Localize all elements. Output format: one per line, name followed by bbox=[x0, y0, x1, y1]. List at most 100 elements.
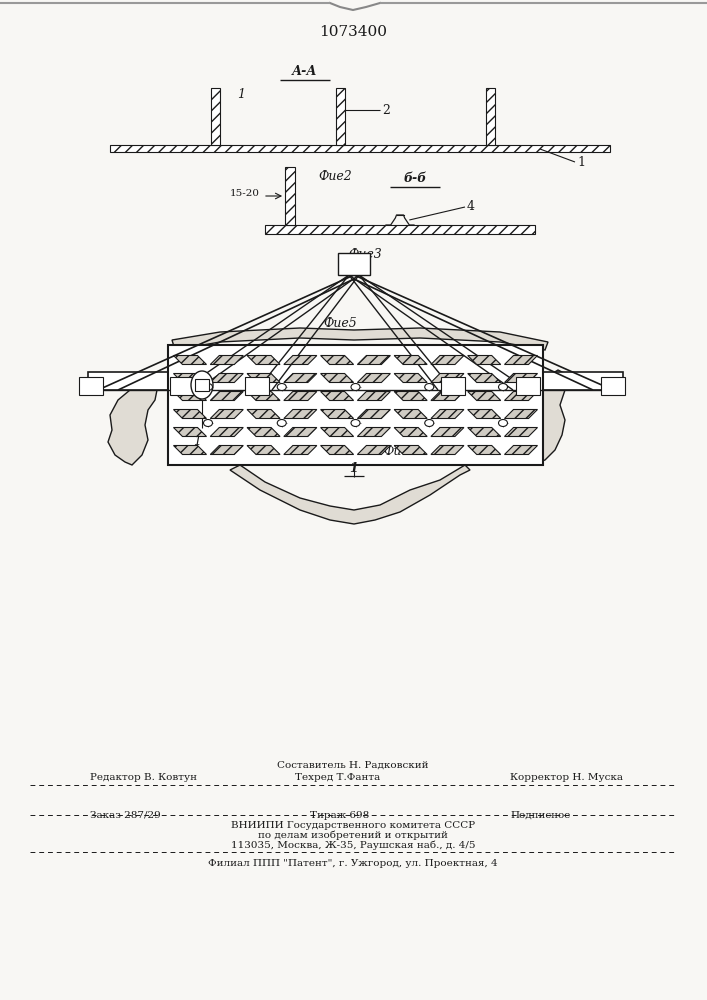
Polygon shape bbox=[520, 370, 568, 465]
Polygon shape bbox=[320, 356, 354, 364]
Text: Фие3: Фие3 bbox=[348, 248, 382, 261]
Ellipse shape bbox=[425, 420, 434, 426]
Polygon shape bbox=[395, 356, 427, 364]
Polygon shape bbox=[358, 356, 390, 364]
Polygon shape bbox=[505, 373, 537, 382]
Polygon shape bbox=[284, 446, 317, 454]
Polygon shape bbox=[247, 446, 280, 454]
Text: Фие2: Фие2 bbox=[318, 170, 352, 183]
Bar bbox=[195, 379, 209, 391]
Text: 4: 4 bbox=[467, 200, 475, 214]
Ellipse shape bbox=[351, 383, 360, 390]
Text: 1073400: 1073400 bbox=[319, 25, 387, 39]
Polygon shape bbox=[395, 373, 427, 382]
Polygon shape bbox=[468, 356, 501, 364]
Polygon shape bbox=[173, 356, 206, 364]
Polygon shape bbox=[431, 391, 464, 400]
Text: Техред Т.Фанта: Техред Т.Фанта bbox=[295, 773, 380, 782]
Bar bbox=[211, 88, 219, 145]
Polygon shape bbox=[395, 446, 427, 454]
Polygon shape bbox=[284, 356, 317, 364]
Bar bbox=[170, 377, 194, 395]
Bar bbox=[601, 377, 625, 395]
Text: 2: 2 bbox=[382, 104, 390, 116]
Polygon shape bbox=[395, 428, 427, 436]
Ellipse shape bbox=[277, 420, 286, 426]
Text: б-б: б-б bbox=[404, 172, 426, 185]
Ellipse shape bbox=[498, 383, 508, 390]
Text: 113035, Москва, Ж-35, Раушская наб., д. 4/5: 113035, Москва, Ж-35, Раушская наб., д. … bbox=[230, 840, 475, 850]
Polygon shape bbox=[431, 428, 464, 436]
Text: Тираж 698: Тираж 698 bbox=[310, 811, 369, 820]
Bar bbox=[516, 377, 540, 395]
Polygon shape bbox=[395, 410, 427, 418]
Text: Корректор Н. Муска: Корректор Н. Муска bbox=[510, 773, 623, 782]
Text: 1: 1 bbox=[237, 89, 245, 102]
Text: Филиал ППП "Патент", г. Ужгород, ул. Проектная, 4: Филиал ППП "Патент", г. Ужгород, ул. Про… bbox=[208, 859, 498, 868]
Polygon shape bbox=[210, 356, 243, 364]
Polygon shape bbox=[108, 375, 158, 465]
Polygon shape bbox=[505, 391, 537, 400]
Text: Заказ 287/29: Заказ 287/29 bbox=[90, 811, 160, 820]
Ellipse shape bbox=[204, 383, 213, 390]
Ellipse shape bbox=[498, 420, 508, 426]
Ellipse shape bbox=[351, 420, 360, 426]
Text: 1: 1 bbox=[193, 435, 201, 448]
Polygon shape bbox=[210, 391, 243, 400]
Polygon shape bbox=[247, 356, 280, 364]
Polygon shape bbox=[505, 410, 537, 418]
Polygon shape bbox=[173, 410, 206, 418]
Polygon shape bbox=[468, 428, 501, 436]
Polygon shape bbox=[468, 373, 501, 382]
Polygon shape bbox=[173, 391, 206, 400]
Bar bbox=[245, 377, 269, 395]
Polygon shape bbox=[431, 356, 464, 364]
Polygon shape bbox=[320, 373, 354, 382]
Polygon shape bbox=[395, 391, 427, 400]
Text: 1: 1 bbox=[577, 156, 585, 169]
Ellipse shape bbox=[191, 371, 213, 399]
Polygon shape bbox=[210, 373, 243, 382]
Text: А-А: А-А bbox=[292, 65, 317, 78]
Polygon shape bbox=[505, 446, 537, 454]
Bar bbox=[441, 377, 465, 395]
Polygon shape bbox=[210, 428, 243, 436]
Polygon shape bbox=[431, 410, 464, 418]
Polygon shape bbox=[173, 446, 206, 454]
Polygon shape bbox=[173, 373, 206, 382]
Text: 15-20: 15-20 bbox=[230, 190, 260, 198]
Bar bbox=[338, 253, 370, 275]
Polygon shape bbox=[172, 328, 548, 350]
Polygon shape bbox=[88, 372, 623, 390]
Bar bbox=[265, 225, 535, 234]
Ellipse shape bbox=[204, 420, 213, 426]
Bar bbox=[79, 377, 103, 395]
Polygon shape bbox=[431, 446, 464, 454]
Polygon shape bbox=[247, 410, 280, 418]
Bar bbox=[168, 345, 543, 465]
Bar bbox=[110, 145, 610, 152]
Bar bbox=[285, 167, 295, 225]
Polygon shape bbox=[230, 465, 470, 524]
Ellipse shape bbox=[277, 383, 286, 390]
Text: Подписное: Подписное bbox=[510, 811, 571, 820]
Bar bbox=[486, 88, 494, 145]
Polygon shape bbox=[431, 373, 464, 382]
Polygon shape bbox=[320, 410, 354, 418]
Polygon shape bbox=[247, 428, 280, 436]
Polygon shape bbox=[173, 428, 206, 436]
Text: Редактор В. Ковтун: Редактор В. Ковтун bbox=[90, 773, 197, 782]
Text: Фие4: Фие4 bbox=[383, 445, 417, 458]
Polygon shape bbox=[284, 410, 317, 418]
Polygon shape bbox=[358, 391, 390, 400]
Polygon shape bbox=[284, 391, 317, 400]
Text: Фие5: Фие5 bbox=[323, 317, 357, 330]
Polygon shape bbox=[468, 446, 501, 454]
Polygon shape bbox=[468, 410, 501, 418]
Text: по делам изобретений и открытий: по делам изобретений и открытий bbox=[258, 830, 448, 840]
Text: 1: 1 bbox=[350, 462, 358, 475]
Polygon shape bbox=[284, 373, 317, 382]
Polygon shape bbox=[320, 391, 354, 400]
Polygon shape bbox=[358, 428, 390, 436]
Polygon shape bbox=[468, 391, 501, 400]
